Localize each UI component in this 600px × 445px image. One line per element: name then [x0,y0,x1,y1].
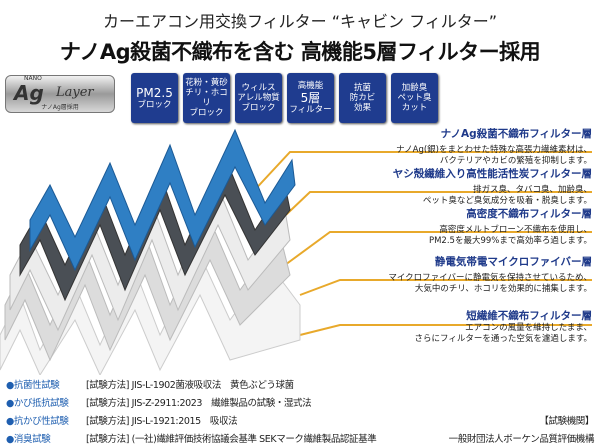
layer-desc-line: PM2.5を最大99%まで高効率ろ過します。 [428,236,592,247]
badge-5layer: 高機能 5層 フィルター [287,73,334,123]
logo-ag: Ag [14,81,44,105]
layer-desc: エアコンの風量を維持したまま、 さらにフィルターを通った空気を濾過します。 [415,323,592,346]
lab-name: 一般財団法人ボーケン品質評価機構 [448,434,595,445]
layer-desc-line: 高密度メルトブローン不織布を使用し、 [439,225,592,235]
layer-desc-line: 排ガス臭、タバコ臭、加齢臭、 [472,185,592,195]
badge-text: チリ・ホコリ [185,87,228,108]
lab-label: 【試験機関】 [539,416,594,427]
leader-lines [249,151,592,336]
leader-line [299,279,592,296]
leader-line [284,231,592,266]
title-line-2: ナノAg殺菌不織布を含む 高機能5層フィルター採用 [59,40,541,64]
layer-desc: ナノAg(銀)をまとわせた特殊な高張力繊維素材は、 バクテリアやカビの繁殖を抑制し… [396,145,592,168]
layer-heading: 静電気帯電マイクロファイバー層 [434,256,592,268]
badge-text: ブロック [137,100,172,111]
test-name: ●抗菌性試験 [6,380,60,391]
layer-desc-line: エアコンの風量を維持したまま、 [465,323,592,333]
badge-text: ブロック [189,108,224,119]
layer-desc-line: 大気中のチリ、ホコリを効果的に捕集します。 [414,284,592,295]
test-name: ●消臭試験 [6,434,51,445]
layer-nano-ag [29,128,296,272]
layer-desc: マイクロファイバーに静電気を保持させているため、 大気中のチリ、ホコリを効果的に捕… [388,273,592,296]
badge-text: ペット臭 [397,92,432,103]
title-line-1: カーエアコン用交換フィルター “キャビン フィルター” [102,12,498,31]
layer-high-density [9,185,291,332]
test-row: ●消臭試験 [試験方法] (一社)繊維評価技術協議会基準 SEKマーク繊維製品認証… [6,431,377,445]
test-row: ●抗菌性試験 [試験方法] JIS-L-1902菌液吸収法 黄色ぶどう球菌 [6,377,294,391]
badge-text: アレル物質 [237,92,280,103]
test-method: [試験方法] JIS-Z-2911:2023 繊維製品の試験・湿式法 [86,398,312,409]
test-row: ●抗かび性試験 [試験方法] JIS-L-1921:2015 吸収法 [6,413,238,427]
layer-desc-line: マイクロファイバーに静電気を保持させているため、 [388,273,592,283]
layer-heading: ヤシ殻繊維入り高性能活性炭フィルター層 [392,168,592,180]
badge-text: 加齢臭 [401,82,428,93]
badge-virus: ウィルス アレル物質 ブロック [235,73,282,123]
layer-desc-line: ペット臭など臭気成分を吸着・脱臭します。 [422,196,592,207]
badge-text: 高機能 [297,80,324,91]
badge-pollen: 花粉・黄砂 チリ・ホコリ ブロック [183,73,230,123]
test-name: ●かび抵抗試験 [6,398,69,409]
nano-ag-layer-logo: NANO Ag Layer ナノAg層採用 [5,75,115,113]
layer-desc-line: ナノAg(銀)をまとわせた特殊な高張力繊維素材は、 [396,145,592,155]
layer-desc-line: さらにフィルターを通った空気を濾過します。 [414,334,592,345]
leader-line [249,151,592,196]
badge-text: PM2.5 [136,85,173,100]
layer-heading: 高密度不織布フィルター層 [466,208,592,220]
layer-desc: 排ガス臭、タバコ臭、加齢臭、 ペット臭など臭気成分を吸着・脱臭します。 [423,185,592,208]
layer-heading: 短繊維不織布フィルター層 [466,310,592,322]
badge-text: 抗菌 [353,82,371,93]
logo-sub: ナノAg層採用 [41,104,79,111]
badge-text: ブロック [241,103,276,114]
layer-desc-line: バクテリアやカビの繁殖を抑制します。 [439,156,592,167]
filter-illustration [0,128,592,375]
test-row: ●かび抵抗試験 [試験方法] JIS-Z-2911:2023 繊維製品の試験・湿式… [6,395,312,409]
badge-antibacterial: 抗菌 防カビ 効果 [339,73,386,123]
test-method: [試験方法] JIS-L-1921:2015 吸収法 [86,416,238,427]
badge-text: フィルター [289,105,332,116]
badge-odor: 加齢臭 ペット臭 カット [391,73,438,123]
test-method: [試験方法] (一社)繊維評価技術協議会基準 SEKマーク繊維製品認証基準 [86,434,377,445]
badge-text: 5層 [300,90,321,105]
badge-text: ウィルス [241,82,276,93]
badge-text: 防カビ [349,92,376,103]
layer-microfiber [4,218,291,362]
badge-text: 花粉・黄砂 [185,77,228,88]
layer-desc: 高密度メルトブローン不織布を使用し、 PM2.5を最大99%まで高効率ろ過します。 [429,225,592,248]
logo-layer: Layer [56,85,94,100]
test-method: [試験方法] JIS-L-1902菌液吸収法 黄色ぶどう球菌 [86,380,294,391]
logo-nano: NANO [24,75,42,82]
test-name: ●抗かび性試験 [6,416,69,427]
badge-pm25: PM2.5 ブロック [131,73,178,123]
layer-heading: ナノAg殺菌不織布フィルター層 [440,128,592,140]
leader-line [299,324,592,336]
badge-text: 効果 [353,103,371,114]
badge-text: カット [401,103,428,114]
